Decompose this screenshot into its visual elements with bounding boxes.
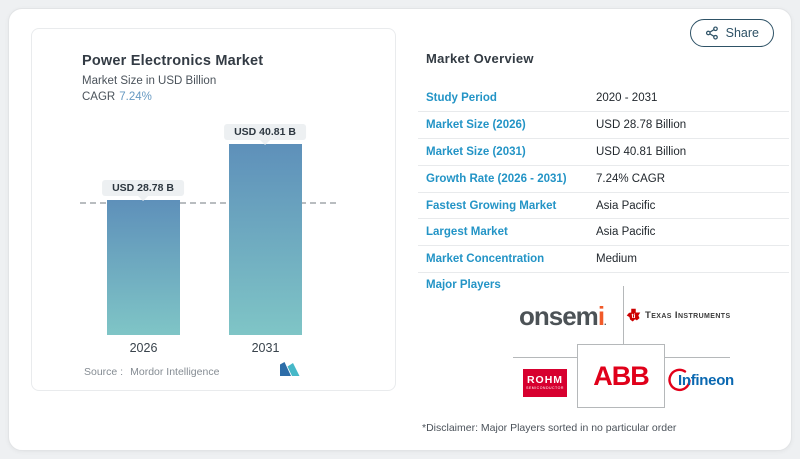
- row-label: Study Period: [426, 91, 497, 104]
- rohm-subtitle: SEMICONDUCTOR: [526, 386, 564, 391]
- overview-heading: Market Overview: [426, 51, 534, 66]
- cagr-label: CAGR: [82, 91, 116, 103]
- bar-label-2026: USD 28.78 B: [102, 180, 184, 201]
- table-row: Growth Rate (2026 - 2031) 7.24% CAGR: [418, 166, 789, 193]
- row-label: Market Concentration: [426, 253, 545, 266]
- texas-instruments-text: Texas Instruments: [645, 310, 731, 321]
- row-label: Fastest Growing Market: [426, 199, 557, 212]
- player-logo-texas-instruments: ti Texas Instruments: [626, 308, 731, 323]
- row-value: USD 40.81 Billion: [596, 145, 687, 158]
- disclaimer-text: *Disclaimer: Major Players sorted in no …: [422, 422, 677, 434]
- row-label: Market Size (2026): [426, 118, 526, 131]
- mordor-intelligence-logo: [279, 361, 303, 382]
- share-button[interactable]: Share: [689, 19, 774, 47]
- share-icon: [705, 26, 719, 40]
- abb-text: ABB: [593, 360, 649, 391]
- table-row: Market Concentration Medium: [418, 246, 789, 274]
- onsemi-accent-letter: i: [597, 301, 605, 331]
- row-value: 2020 - 2031: [596, 91, 658, 104]
- row-value: 7.24% CAGR: [596, 172, 666, 185]
- overview-table: Study Period 2020 - 2031 Market Size (20…: [418, 85, 789, 274]
- player-logo-abb: ABB: [577, 344, 665, 408]
- market-chart-panel: Power Electronics Market Market Size in …: [31, 28, 396, 391]
- main-card: Share Power Electronics Market Market Si…: [8, 8, 792, 451]
- row-value: Asia Pacific: [596, 226, 656, 239]
- svg-text:ti: ti: [631, 313, 635, 320]
- row-value: USD 28.78 Billion: [596, 118, 687, 131]
- player-logo-rohm: ROHM SEMICONDUCTOR: [523, 369, 567, 397]
- source-row: Source : Mordor Intelligence: [84, 366, 219, 378]
- texas-instruments-icon: ti: [626, 308, 641, 323]
- row-value: Medium: [596, 253, 637, 266]
- reference-dashed-line: [80, 202, 336, 204]
- chart-cagr: CAGR 7.24%: [82, 91, 152, 103]
- row-value: Asia Pacific: [596, 199, 656, 212]
- major-players-label: Major Players: [426, 279, 501, 291]
- bar-label-2031: USD 40.81 B: [224, 124, 306, 145]
- infineon-arc-icon: [666, 367, 692, 393]
- share-label: Share: [725, 26, 759, 40]
- row-label: Largest Market: [426, 226, 508, 239]
- x-tick-2031: 2031: [251, 341, 280, 355]
- rohm-text: ROHM: [526, 374, 564, 387]
- table-row: Largest Market Asia Pacific: [418, 219, 789, 247]
- cagr-value: 7.24%: [119, 91, 152, 103]
- onsemi-text: onsem: [519, 301, 599, 331]
- table-row: Market Size (2031) USD 40.81 Billion: [418, 139, 789, 166]
- table-row: Study Period 2020 - 2031: [418, 85, 789, 112]
- table-row: Fastest Growing Market Asia Pacific: [418, 193, 789, 220]
- bar-2031: [229, 144, 302, 335]
- player-logo-onsemi: onsemi.: [519, 301, 606, 332]
- source-value: Mordor Intelligence: [130, 366, 220, 378]
- infineon-text: Infineon: [678, 371, 734, 389]
- x-tick-2026: 2026: [129, 341, 158, 355]
- player-logo-infineon: Infineon: [666, 367, 734, 393]
- row-label: Growth Rate (2026 - 2031): [426, 172, 567, 185]
- chart-title: Power Electronics Market: [82, 53, 264, 69]
- major-players-section: Major Players onsemi. ti Texas Instrumen…: [418, 274, 789, 419]
- bar-2026: [107, 200, 180, 335]
- connector-vertical-line: [623, 286, 624, 344]
- table-row: Market Size (2026) USD 28.78 Billion: [418, 112, 789, 139]
- onsemi-tm: .: [604, 317, 606, 327]
- source-label: Source :: [84, 366, 124, 378]
- row-label: Market Size (2031): [426, 145, 526, 158]
- chart-subtitle: Market Size in USD Billion: [82, 75, 217, 87]
